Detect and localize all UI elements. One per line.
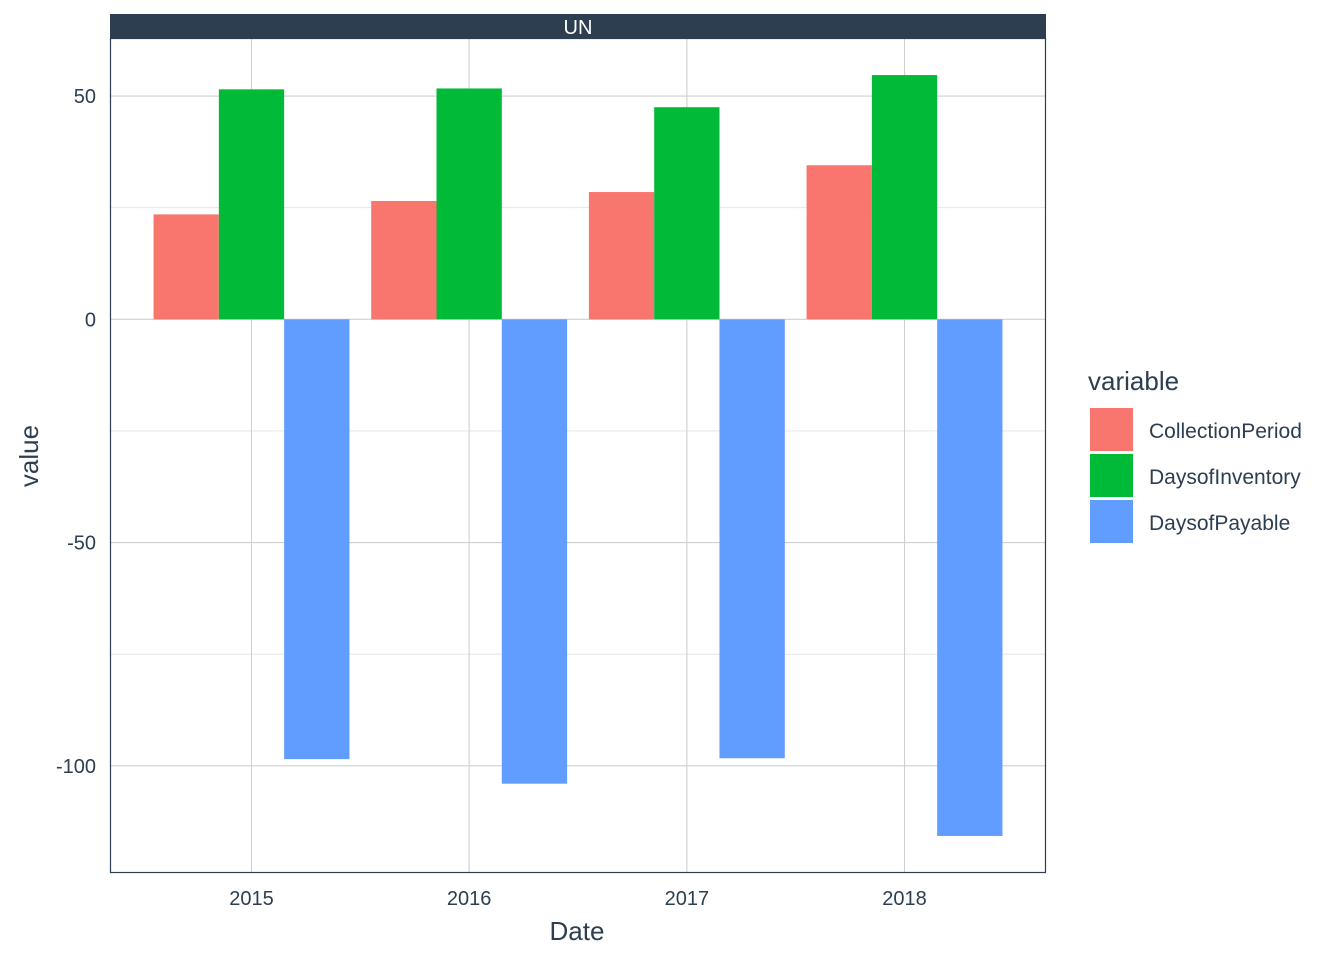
bar-daysofinventory-2018 bbox=[871, 75, 938, 320]
bar-collectionperiod-2017 bbox=[588, 192, 655, 320]
bar-daysofpayable-2015 bbox=[284, 319, 350, 760]
legend-label: DaysofInventory bbox=[1149, 466, 1301, 489]
facet-strip: UN bbox=[110, 14, 1046, 39]
bar-daysofinventory-2015 bbox=[218, 89, 285, 320]
bars bbox=[153, 75, 1003, 836]
x-tick-label: 2018 bbox=[882, 888, 927, 910]
y-axis-ticks: 50 0 -50 -100 bbox=[56, 86, 96, 778]
legend: variable CollectionPeriod DaysofInventory… bbox=[1088, 366, 1302, 543]
y-tick-label: -100 bbox=[56, 756, 96, 778]
x-axis-ticks: 2015 2016 2017 2018 bbox=[229, 888, 927, 910]
facet-label: UN bbox=[564, 17, 593, 39]
legend-label: CollectionPeriod bbox=[1149, 420, 1302, 443]
bar-daysofpayable-2017 bbox=[719, 319, 785, 759]
panel-border bbox=[109, 37, 1047, 874]
x-axis-title: Date bbox=[550, 916, 605, 946]
bar-daysofinventory-2017 bbox=[654, 107, 720, 320]
legend-title: variable bbox=[1088, 366, 1179, 396]
x-tick-label: 2017 bbox=[665, 888, 710, 910]
legend-key-daysofinventory bbox=[1090, 454, 1133, 497]
legend-key-daysofpayable bbox=[1090, 500, 1133, 543]
bar-daysofpayable-2018 bbox=[937, 319, 1003, 836]
facet-strip-background bbox=[110, 14, 1046, 38]
y-tick-label: 50 bbox=[74, 86, 96, 108]
bar-collectionperiod-2018 bbox=[806, 165, 872, 320]
y-axis-title: value bbox=[14, 425, 44, 487]
x-tick-label: 2016 bbox=[447, 888, 492, 910]
y-tick-label: -50 bbox=[67, 533, 96, 555]
legend-key-collectionperiod bbox=[1090, 408, 1133, 451]
legend-label: DaysofPayable bbox=[1149, 512, 1290, 535]
bar-collectionperiod-2016 bbox=[371, 200, 437, 320]
bar-daysofinventory-2016 bbox=[436, 88, 502, 320]
x-tick-label: 2015 bbox=[229, 888, 274, 910]
bar-collectionperiod-2015 bbox=[153, 214, 219, 320]
y-tick-label: 0 bbox=[85, 309, 96, 331]
bar-daysofpayable-2016 bbox=[501, 319, 568, 784]
